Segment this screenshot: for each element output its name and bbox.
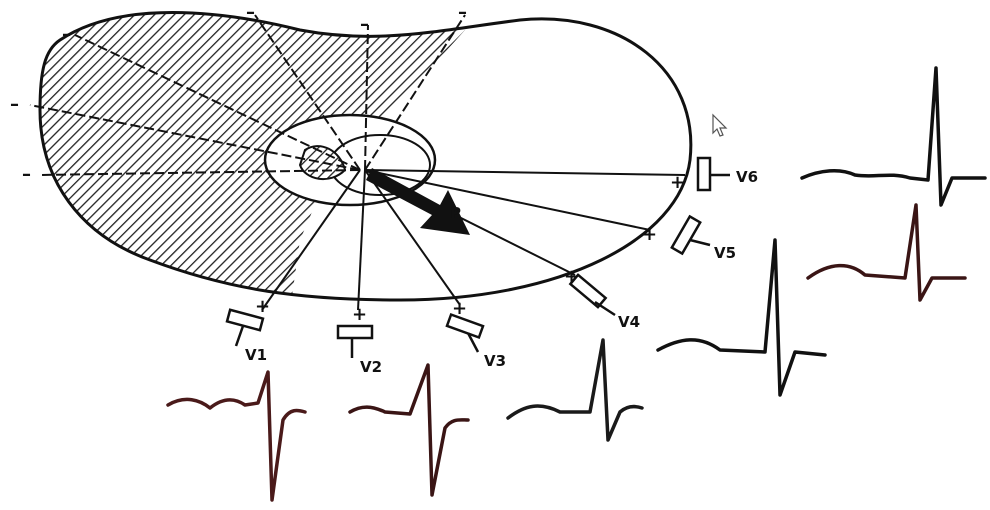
lead-label: V6 [736,168,758,186]
lead-label: V1 [245,346,267,364]
lead-label: V5 [714,244,736,262]
negative-mark: – [360,14,369,35]
lead-label: V2 [360,358,382,376]
lead-sign: + [564,266,579,287]
lead-sign: + [642,224,657,245]
negative-mark: – [458,2,467,23]
lead-label: V3 [484,352,506,370]
negative-mark: – [246,2,255,23]
vector-label: P [450,204,461,222]
negative-mark: – [62,24,71,45]
negative-mark: – [22,164,31,185]
heart [0,0,691,310]
ecg-diagram: P + V1 + V2 + V3 + V4 + V5 + V6 – – – – … [0,0,990,510]
lead-sign: + [452,298,467,319]
lead-sign: + [670,172,685,193]
negative-mark: – [10,94,19,115]
cursor [713,115,726,136]
lead-sign: + [352,304,367,325]
lead-sign: + [255,296,270,317]
lead-label: V4 [618,313,640,331]
